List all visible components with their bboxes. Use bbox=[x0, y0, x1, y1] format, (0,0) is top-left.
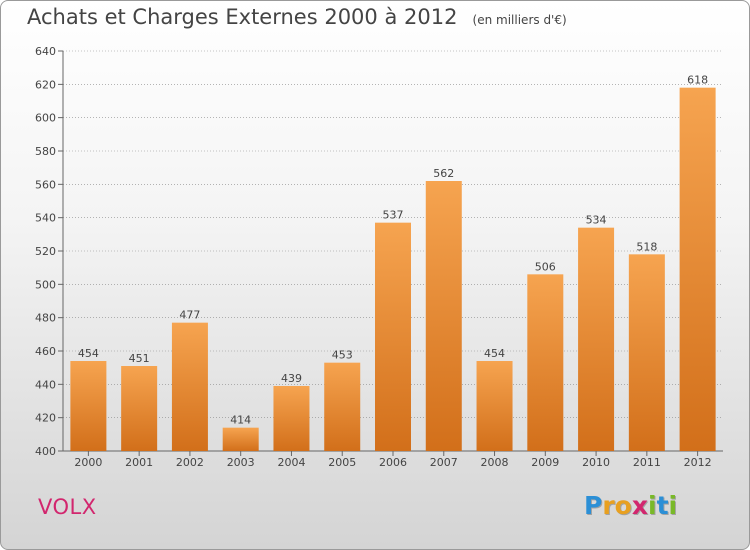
bar bbox=[628, 254, 665, 451]
x-tick-label: 2003 bbox=[227, 456, 255, 469]
bar-value-label: 414 bbox=[230, 414, 251, 427]
bar bbox=[375, 222, 411, 451]
y-tick-label: 440 bbox=[35, 378, 56, 391]
bar bbox=[273, 386, 310, 451]
y-tick-label: 540 bbox=[35, 212, 56, 225]
logo-letter: P bbox=[584, 491, 603, 520]
bar bbox=[578, 227, 615, 451]
x-tick-label: 2004 bbox=[277, 456, 305, 469]
x-tick-label: 2007 bbox=[430, 456, 458, 469]
bar bbox=[476, 361, 513, 451]
bar bbox=[70, 361, 107, 451]
y-tick-label: 460 bbox=[35, 345, 56, 358]
y-tick-label: 400 bbox=[35, 445, 56, 458]
chart-title: Achats et Charges Externes 2000 à 2012 bbox=[27, 5, 458, 29]
bar-value-label: 451 bbox=[129, 352, 150, 365]
y-tick-label: 520 bbox=[35, 245, 56, 258]
x-tick-label: 2002 bbox=[176, 456, 204, 469]
bar bbox=[171, 322, 208, 451]
y-tick-label: 640 bbox=[35, 45, 56, 58]
logo-letter: i bbox=[668, 491, 678, 520]
bar-value-label: 453 bbox=[332, 349, 353, 362]
bar-value-label: 518 bbox=[636, 240, 657, 253]
x-tick-label: 2005 bbox=[328, 456, 356, 469]
bar bbox=[527, 274, 564, 451]
chart-title-block: Achats et Charges Externes 2000 à 2012 (… bbox=[27, 5, 567, 29]
proxiti-logo[interactable]: Proxiti bbox=[584, 491, 677, 520]
y-tick-label: 560 bbox=[35, 178, 56, 191]
logo-letter: t bbox=[656, 491, 669, 520]
bar bbox=[679, 87, 716, 452]
logo-letter: o bbox=[614, 491, 632, 520]
bar-value-label: 506 bbox=[535, 260, 556, 273]
x-tick-label: 2010 bbox=[582, 456, 610, 469]
x-tick-label: 2011 bbox=[633, 456, 661, 469]
x-tick-label: 2006 bbox=[379, 456, 407, 469]
bar-value-label: 454 bbox=[484, 347, 505, 360]
x-tick-label: 2009 bbox=[531, 456, 559, 469]
y-tick-label: 600 bbox=[35, 112, 56, 125]
chart-unit: (en milliers d'€) bbox=[472, 13, 567, 27]
logo-letter: x bbox=[631, 491, 648, 520]
x-tick-label: 2001 bbox=[125, 456, 153, 469]
y-tick-label: 620 bbox=[35, 78, 56, 91]
bar bbox=[121, 366, 158, 451]
location-name: VOLX bbox=[38, 495, 97, 519]
bar-value-label: 562 bbox=[433, 167, 454, 180]
bar bbox=[425, 181, 462, 451]
logo-letter: i bbox=[648, 491, 657, 520]
x-tick-label: 2000 bbox=[74, 456, 102, 469]
bar-value-label: 618 bbox=[687, 74, 708, 87]
bar-value-label: 477 bbox=[179, 309, 200, 322]
y-tick-label: 420 bbox=[35, 412, 56, 425]
y-tick-label: 500 bbox=[35, 278, 56, 291]
bar bbox=[324, 362, 361, 451]
x-tick-label: 2012 bbox=[684, 456, 712, 469]
x-tick-label: 2008 bbox=[481, 456, 509, 469]
y-tick-label: 480 bbox=[35, 312, 56, 325]
logo-letter: r bbox=[602, 491, 615, 520]
bar-value-label: 537 bbox=[383, 209, 404, 222]
bar-value-label: 454 bbox=[78, 347, 99, 360]
y-tick-label: 580 bbox=[35, 145, 56, 158]
bar bbox=[222, 427, 259, 451]
bar-value-label: 439 bbox=[281, 372, 302, 385]
bar-value-label: 534 bbox=[586, 214, 607, 227]
